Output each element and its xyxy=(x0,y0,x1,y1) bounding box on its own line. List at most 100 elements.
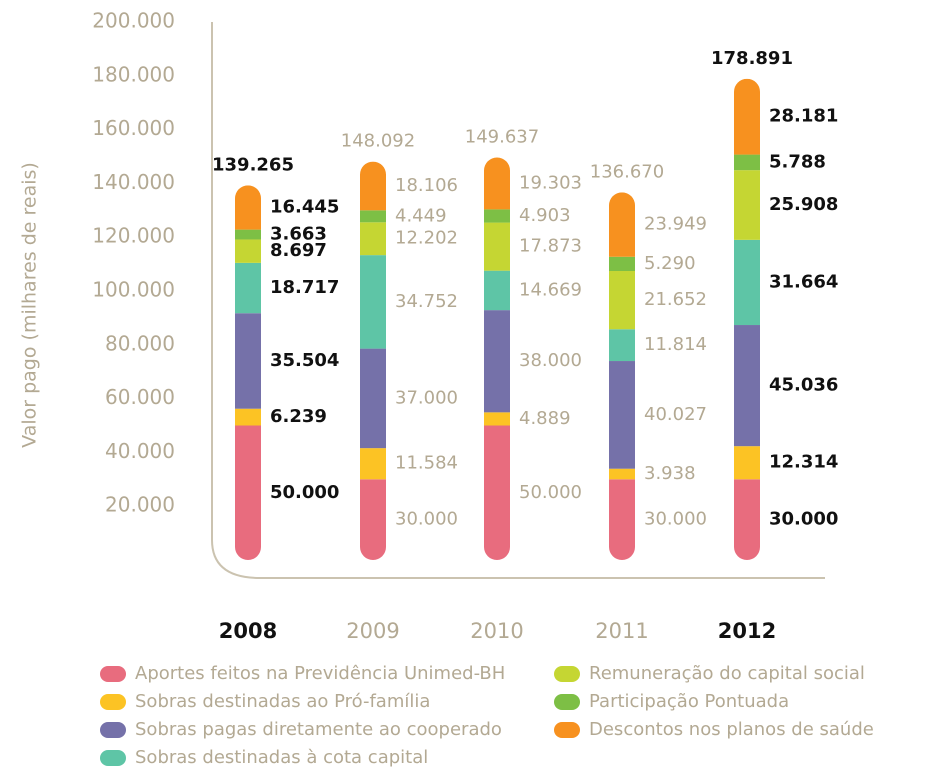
total-label: 149.637 xyxy=(465,126,539,147)
bar-segment xyxy=(734,154,760,171)
value-label: 28.181 xyxy=(769,106,838,127)
value-label: 4.889 xyxy=(519,408,571,429)
value-label: 40.027 xyxy=(644,404,707,425)
value-label: 8.697 xyxy=(270,240,327,261)
value-label: 11.814 xyxy=(644,334,707,355)
x-tick-label: 2010 xyxy=(470,619,523,643)
legend-marker xyxy=(554,694,580,710)
legend-label: Participação Pontuada xyxy=(589,691,789,712)
legend-marker xyxy=(554,666,580,682)
bar-group xyxy=(484,157,510,560)
value-label: 4.903 xyxy=(519,205,571,226)
bar-segment xyxy=(235,313,261,409)
value-label: 18.106 xyxy=(395,175,458,196)
value-label: 31.664 xyxy=(769,271,838,292)
bar-group xyxy=(360,161,386,560)
value-label: 6.239 xyxy=(270,406,327,427)
bar-segment xyxy=(360,348,386,449)
bar-segment xyxy=(609,361,635,469)
value-label: 4.449 xyxy=(395,205,447,226)
legend-label: Sobras destinadas ao Pró-família xyxy=(135,691,430,712)
bar-segment xyxy=(484,310,510,413)
x-tick-label: 2009 xyxy=(346,619,399,643)
bar-segment xyxy=(734,170,760,240)
value-label: 3.663 xyxy=(270,224,327,245)
bar-segment xyxy=(734,239,760,326)
legend-marker xyxy=(100,722,126,738)
y-tick-label: 140.000 xyxy=(92,170,175,194)
total-label: 139.265 xyxy=(212,154,294,175)
bar-segment xyxy=(609,271,635,330)
value-label: 5.788 xyxy=(769,151,826,172)
bar-segment xyxy=(484,157,510,210)
bar-segment xyxy=(734,446,760,480)
bar-group xyxy=(734,78,760,560)
y-tick-label: 40.000 xyxy=(105,439,175,463)
bar-segment xyxy=(235,185,261,230)
bar-segment xyxy=(734,325,760,447)
bar-segment xyxy=(734,78,760,155)
axis-line xyxy=(211,22,825,579)
value-label: 5.290 xyxy=(644,253,696,274)
bar-segment xyxy=(484,209,510,223)
value-label: 34.752 xyxy=(395,291,458,312)
bar-segment xyxy=(360,222,386,256)
bar-segment xyxy=(360,448,386,480)
y-tick-label: 60.000 xyxy=(105,385,175,409)
y-tick-label: 180.000 xyxy=(92,62,175,86)
y-tick-label: 160.000 xyxy=(92,116,175,140)
legend-marker xyxy=(100,694,126,710)
bar-segment xyxy=(484,425,510,560)
legend-label: Sobras pagas diretamente ao cooperado xyxy=(135,719,502,740)
bar-segment xyxy=(235,262,261,314)
value-label: 16.445 xyxy=(270,196,339,217)
x-tick-label: 2011 xyxy=(595,619,648,643)
value-label: 25.908 xyxy=(769,194,838,215)
bar-segment xyxy=(360,210,386,223)
value-label: 35.504 xyxy=(270,350,339,371)
bar-segment xyxy=(235,229,261,240)
value-label: 19.303 xyxy=(519,172,582,193)
bar-segment xyxy=(609,192,635,257)
total-label: 178.891 xyxy=(711,48,793,69)
y-tick-label: 20.000 xyxy=(105,493,175,517)
legend-marker xyxy=(554,722,580,738)
y-tick-label: 120.000 xyxy=(92,224,175,248)
value-label: 45.036 xyxy=(769,375,838,396)
value-label: 17.873 xyxy=(519,236,582,257)
legend-label: Aportes feitos na Previdência Unimed-BH xyxy=(135,663,505,684)
bar-segment xyxy=(235,425,261,560)
bar-segment xyxy=(734,479,760,560)
legend-label: Descontos nos planos de saúde xyxy=(589,719,874,740)
bar-segment xyxy=(235,408,261,426)
value-label: 11.584 xyxy=(395,453,458,474)
value-label: 37.000 xyxy=(395,387,458,408)
bar-group xyxy=(235,185,261,560)
value-label: 30.000 xyxy=(769,509,838,530)
value-label: 12.314 xyxy=(769,452,838,473)
value-label: 38.000 xyxy=(519,350,582,371)
value-label: 12.202 xyxy=(395,228,458,249)
total-label: 136.670 xyxy=(590,161,664,182)
bar-segment xyxy=(360,479,386,560)
bar-segment xyxy=(609,256,635,272)
value-label: 30.000 xyxy=(395,509,458,530)
legend-marker xyxy=(100,666,126,682)
value-label: 14.669 xyxy=(519,279,582,300)
total-label: 148.092 xyxy=(341,131,415,152)
y-tick-label: 100.000 xyxy=(92,278,175,302)
y-axis-label: Valor pago (milhares de reais) xyxy=(19,162,41,448)
bar-segment xyxy=(360,161,386,211)
value-label: 30.000 xyxy=(644,509,707,530)
legend-marker xyxy=(100,750,126,766)
bar-segment xyxy=(609,329,635,362)
value-label: 18.717 xyxy=(270,277,339,298)
bar-segment xyxy=(484,270,510,311)
bar-group xyxy=(609,192,635,560)
legend-label: Sobras destinadas à cota capital xyxy=(135,747,428,768)
value-label: 3.938 xyxy=(644,463,696,484)
y-tick-label: 200.000 xyxy=(92,9,175,33)
bar-segment xyxy=(609,479,635,560)
